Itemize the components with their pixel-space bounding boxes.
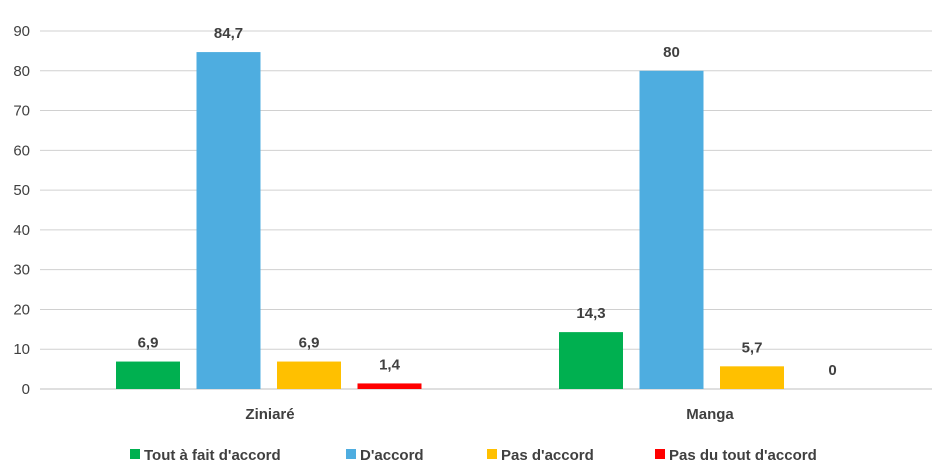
legend-label: Pas d'accord	[501, 447, 594, 464]
y-tick-label: 50	[13, 182, 30, 199]
y-tick-label: 80	[13, 63, 30, 80]
y-axis-ticks: 0 10 20 30 40 50 60 70 80 90	[13, 23, 30, 398]
data-label: 6,9	[299, 335, 320, 352]
legend-swatch	[346, 449, 356, 459]
legend-swatch	[487, 449, 497, 459]
bars	[116, 52, 784, 390]
legend-swatch	[655, 449, 665, 459]
y-tick-label: 20	[13, 301, 30, 318]
y-tick-label: 30	[13, 262, 30, 279]
y-tick-label: 0	[22, 381, 30, 398]
y-tick-label: 60	[13, 142, 30, 159]
x-axis-categories: Ziniaré Manga	[245, 406, 734, 423]
gridlines	[40, 30, 932, 390]
y-tick-label: 10	[13, 341, 30, 358]
legend-label: Tout à fait d'accord	[144, 447, 281, 464]
data-label: 14,3	[576, 305, 605, 322]
legend-label: Pas du tout d'accord	[669, 447, 817, 464]
data-label: 84,7	[214, 25, 243, 42]
data-label: 6,9	[138, 335, 159, 352]
data-label: 80	[663, 44, 680, 61]
y-tick-label: 40	[13, 222, 30, 239]
bar-2-0	[277, 361, 341, 389]
bar-1-0	[196, 52, 261, 390]
legend: Tout à fait d'accord D'accord Pas d'accord…	[130, 447, 817, 464]
bar-0-0	[116, 361, 180, 389]
y-tick-label: 90	[13, 23, 30, 40]
x-category-label: Manga	[686, 406, 734, 423]
data-label: 0	[828, 362, 836, 379]
legend-swatch	[130, 449, 140, 459]
bar-0-1	[559, 332, 623, 389]
bar-2-1	[720, 366, 784, 389]
bar-3-0	[357, 383, 422, 389]
data-labels: 6,9 84,7 6,9 1,4 14,3 80 5,7 0	[138, 25, 837, 379]
y-tick-label: 70	[13, 103, 30, 120]
x-category-label: Ziniaré	[245, 406, 294, 423]
data-label: 1,4	[379, 356, 401, 373]
bar-1-1	[639, 70, 704, 390]
data-label: 5,7	[742, 339, 763, 356]
legend-label: D'accord	[360, 447, 424, 464]
